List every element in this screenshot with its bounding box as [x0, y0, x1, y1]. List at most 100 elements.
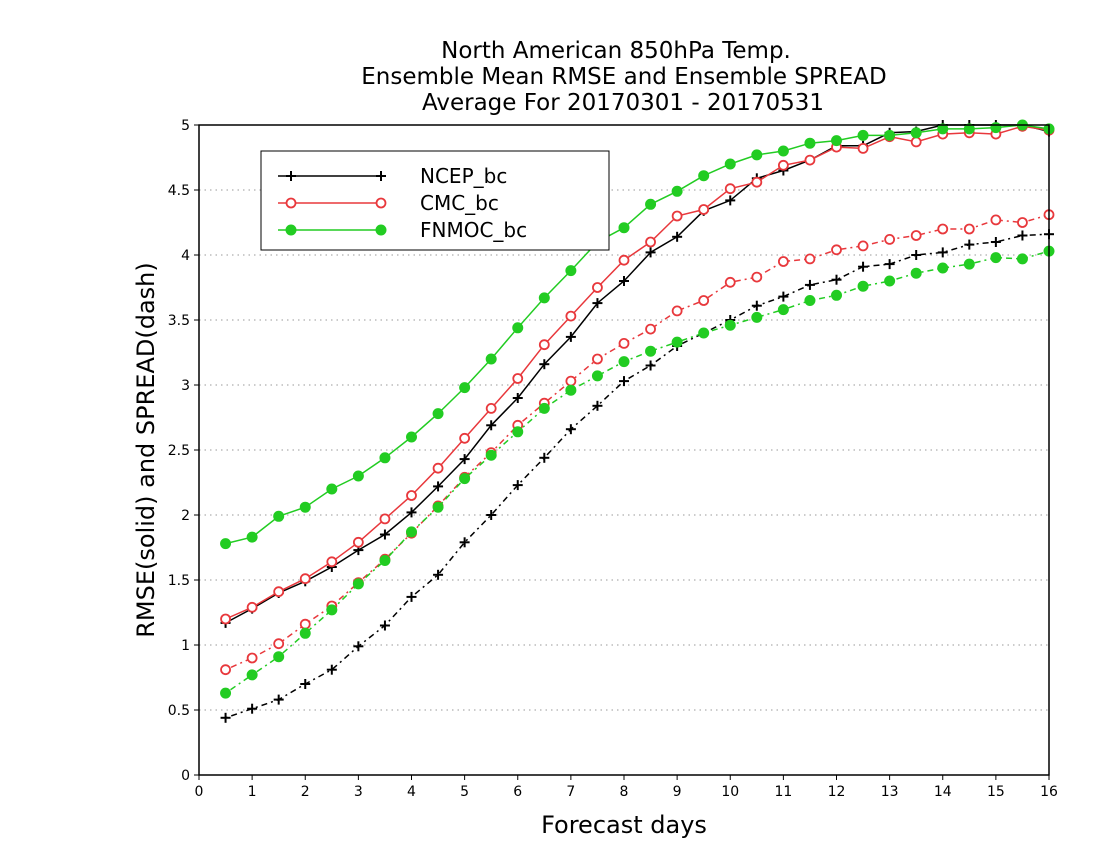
- y-tick-label: 1: [181, 638, 190, 654]
- data-point-FNMOC_bc-spread: [831, 289, 842, 301]
- data-point-CMC_bc-spread: [937, 223, 949, 235]
- data-point-FNMOC_bc-rmse: [459, 382, 471, 394]
- data-point-FNMOC_bc-spread: [591, 370, 603, 382]
- data-point-NCEP_bc-spread: [1017, 230, 1028, 241]
- data-point-CMC_bc-rmse: [592, 282, 603, 293]
- data-point-NCEP_bc-spread: [300, 679, 311, 689]
- data-point-FNMOC_bc-spread: [751, 311, 763, 323]
- data-point-NCEP_bc-spread: [353, 641, 364, 652]
- legend-marker-NCEP_bc: [376, 171, 386, 181]
- x-axis-ticks: 0 1 2 3 4 5 6 7 8 9 10 11 12 13 14 15 16: [195, 775, 1058, 800]
- data-point-NCEP_bc-spread: [645, 360, 656, 371]
- data-point-FNMOC_bc-spread: [937, 262, 949, 274]
- data-point-NCEP_bc-spread: [619, 376, 629, 387]
- data-point-NCEP_bc-rmse: [672, 231, 683, 242]
- data-point-CMC_bc-rmse: [459, 432, 471, 444]
- series-line-NCEP_bc-spread: [225, 233, 1050, 719]
- data-point-FNMOC_bc-spread: [538, 402, 550, 414]
- data-point-CMC_bc-spread: [645, 323, 656, 335]
- series-layer: [220, 119, 1055, 723]
- data-point-NCEP_bc-spread: [220, 712, 231, 723]
- data-point-NCEP_bc-spread: [911, 250, 922, 260]
- data-point-FNMOC_bc-spread: [299, 627, 311, 639]
- data-point-CMC_bc-rmse: [671, 210, 683, 222]
- data-point-NCEP_bc-spread: [539, 452, 550, 463]
- data-point-CMC_bc-rmse: [618, 254, 630, 266]
- y-tick-label: 0.5: [168, 703, 190, 719]
- y-axis-ticks: 0 0.5 1 1.5 2 2.5 3 3.5 4 4.5 5: [168, 118, 199, 784]
- data-point-FNMOC_bc-spread: [406, 526, 417, 538]
- x-tick-label: 10: [721, 784, 739, 800]
- data-point-FNMOC_bc-rmse: [352, 470, 364, 482]
- data-point-FNMOC_bc-rmse: [326, 483, 338, 495]
- data-point-FNMOC_bc-rmse: [220, 538, 232, 550]
- data-point-FNMOC_bc-spread: [459, 473, 471, 485]
- data-point-CMC_bc-rmse: [432, 462, 444, 474]
- data-point-CMC_bc-rmse: [645, 236, 656, 248]
- data-point-NCEP_bc-rmse: [592, 298, 603, 309]
- chart-title-line-1: North American 850hPa Temp.: [441, 38, 791, 64]
- data-point-FNMOC_bc-spread: [565, 384, 577, 396]
- data-point-CMC_bc-spread: [857, 240, 869, 252]
- y-tick-label: 5: [181, 118, 190, 134]
- legend-marker-CMC_bc: [375, 197, 387, 209]
- data-point-CMC_bc-spread: [273, 638, 285, 650]
- x-tick-label: 16: [1040, 784, 1058, 800]
- data-point-CMC_bc-rmse: [485, 402, 497, 414]
- data-point-FNMOC_bc-rmse: [751, 149, 763, 161]
- data-point-NCEP_bc-spread: [990, 237, 1001, 247]
- data-point-FNMOC_bc-spread: [618, 356, 630, 368]
- y-tick-label: 1.5: [168, 573, 190, 589]
- data-point-FNMOC_bc-spread: [220, 687, 232, 699]
- data-point-CMC_bc-rmse: [777, 159, 789, 171]
- data-point-NCEP_bc-rmse: [539, 359, 550, 370]
- data-point-NCEP_bc-rmse: [619, 276, 629, 286]
- y-tick-label: 0: [181, 768, 190, 784]
- data-point-FNMOC_bc-spread: [485, 449, 497, 461]
- x-tick-label: 14: [934, 784, 952, 800]
- data-point-FNMOC_bc-rmse: [565, 265, 577, 277]
- data-point-FNMOC_bc-spread: [963, 258, 975, 270]
- data-point-NCEP_bc-spread: [486, 510, 497, 520]
- data-point-FNMOC_bc-rmse: [645, 198, 657, 210]
- series-line-FNMOC_bc-spread: [225, 250, 1050, 694]
- y-tick-label: 2.5: [168, 443, 190, 459]
- series-line-CMC_bc-spread: [225, 213, 1050, 671]
- y-tick-label: 4: [181, 248, 190, 264]
- data-point-FNMOC_bc-rmse: [671, 185, 683, 197]
- x-tick-label: 12: [828, 784, 846, 800]
- data-point-NCEP_bc-spread: [459, 537, 470, 548]
- data-point-FNMOC_bc-rmse: [963, 123, 975, 135]
- data-point-CMC_bc-rmse: [352, 536, 364, 548]
- data-point-NCEP_bc-spread: [326, 664, 337, 675]
- data-point-FNMOC_bc-rmse: [937, 123, 949, 135]
- data-point-NCEP_bc-spread: [379, 620, 390, 631]
- data-point-CMC_bc-spread: [910, 230, 922, 241]
- data-point-NCEP_bc-spread: [273, 694, 284, 705]
- data-point-FNMOC_bc-spread: [724, 319, 736, 331]
- legend-box: [260, 150, 610, 251]
- data-point-FNMOC_bc-rmse: [804, 137, 816, 149]
- x-tick-label: 0: [195, 784, 204, 800]
- data-point-NCEP_bc-spread: [512, 480, 523, 491]
- x-tick-label: 4: [407, 784, 416, 800]
- x-tick-label: 3: [354, 784, 363, 800]
- data-point-CMC_bc-spread: [299, 618, 311, 630]
- data-point-FNMOC_bc-spread: [379, 555, 391, 566]
- data-point-NCEP_bc-spread: [778, 291, 789, 302]
- x-tick-label: 8: [620, 784, 629, 800]
- data-point-CMC_bc-rmse: [512, 373, 524, 384]
- data-point-FNMOC_bc-rmse: [884, 129, 896, 141]
- data-point-FNMOC_bc-spread: [432, 501, 444, 513]
- data-point-NCEP_bc-spread: [751, 300, 762, 311]
- data-point-CMC_bc-spread: [246, 652, 258, 664]
- data-point-CMC_bc-rmse: [857, 142, 869, 154]
- data-point-CMC_bc-rmse: [724, 183, 736, 195]
- data-point-NCEP_bc-rmse: [433, 481, 444, 492]
- data-point-CMC_bc-rmse: [299, 573, 311, 585]
- data-point-CMC_bc-spread: [724, 276, 736, 288]
- x-tick-label: 1: [248, 784, 257, 800]
- data-point-NCEP_bc-spread: [964, 239, 975, 250]
- data-point-CMC_bc-rmse: [804, 154, 816, 166]
